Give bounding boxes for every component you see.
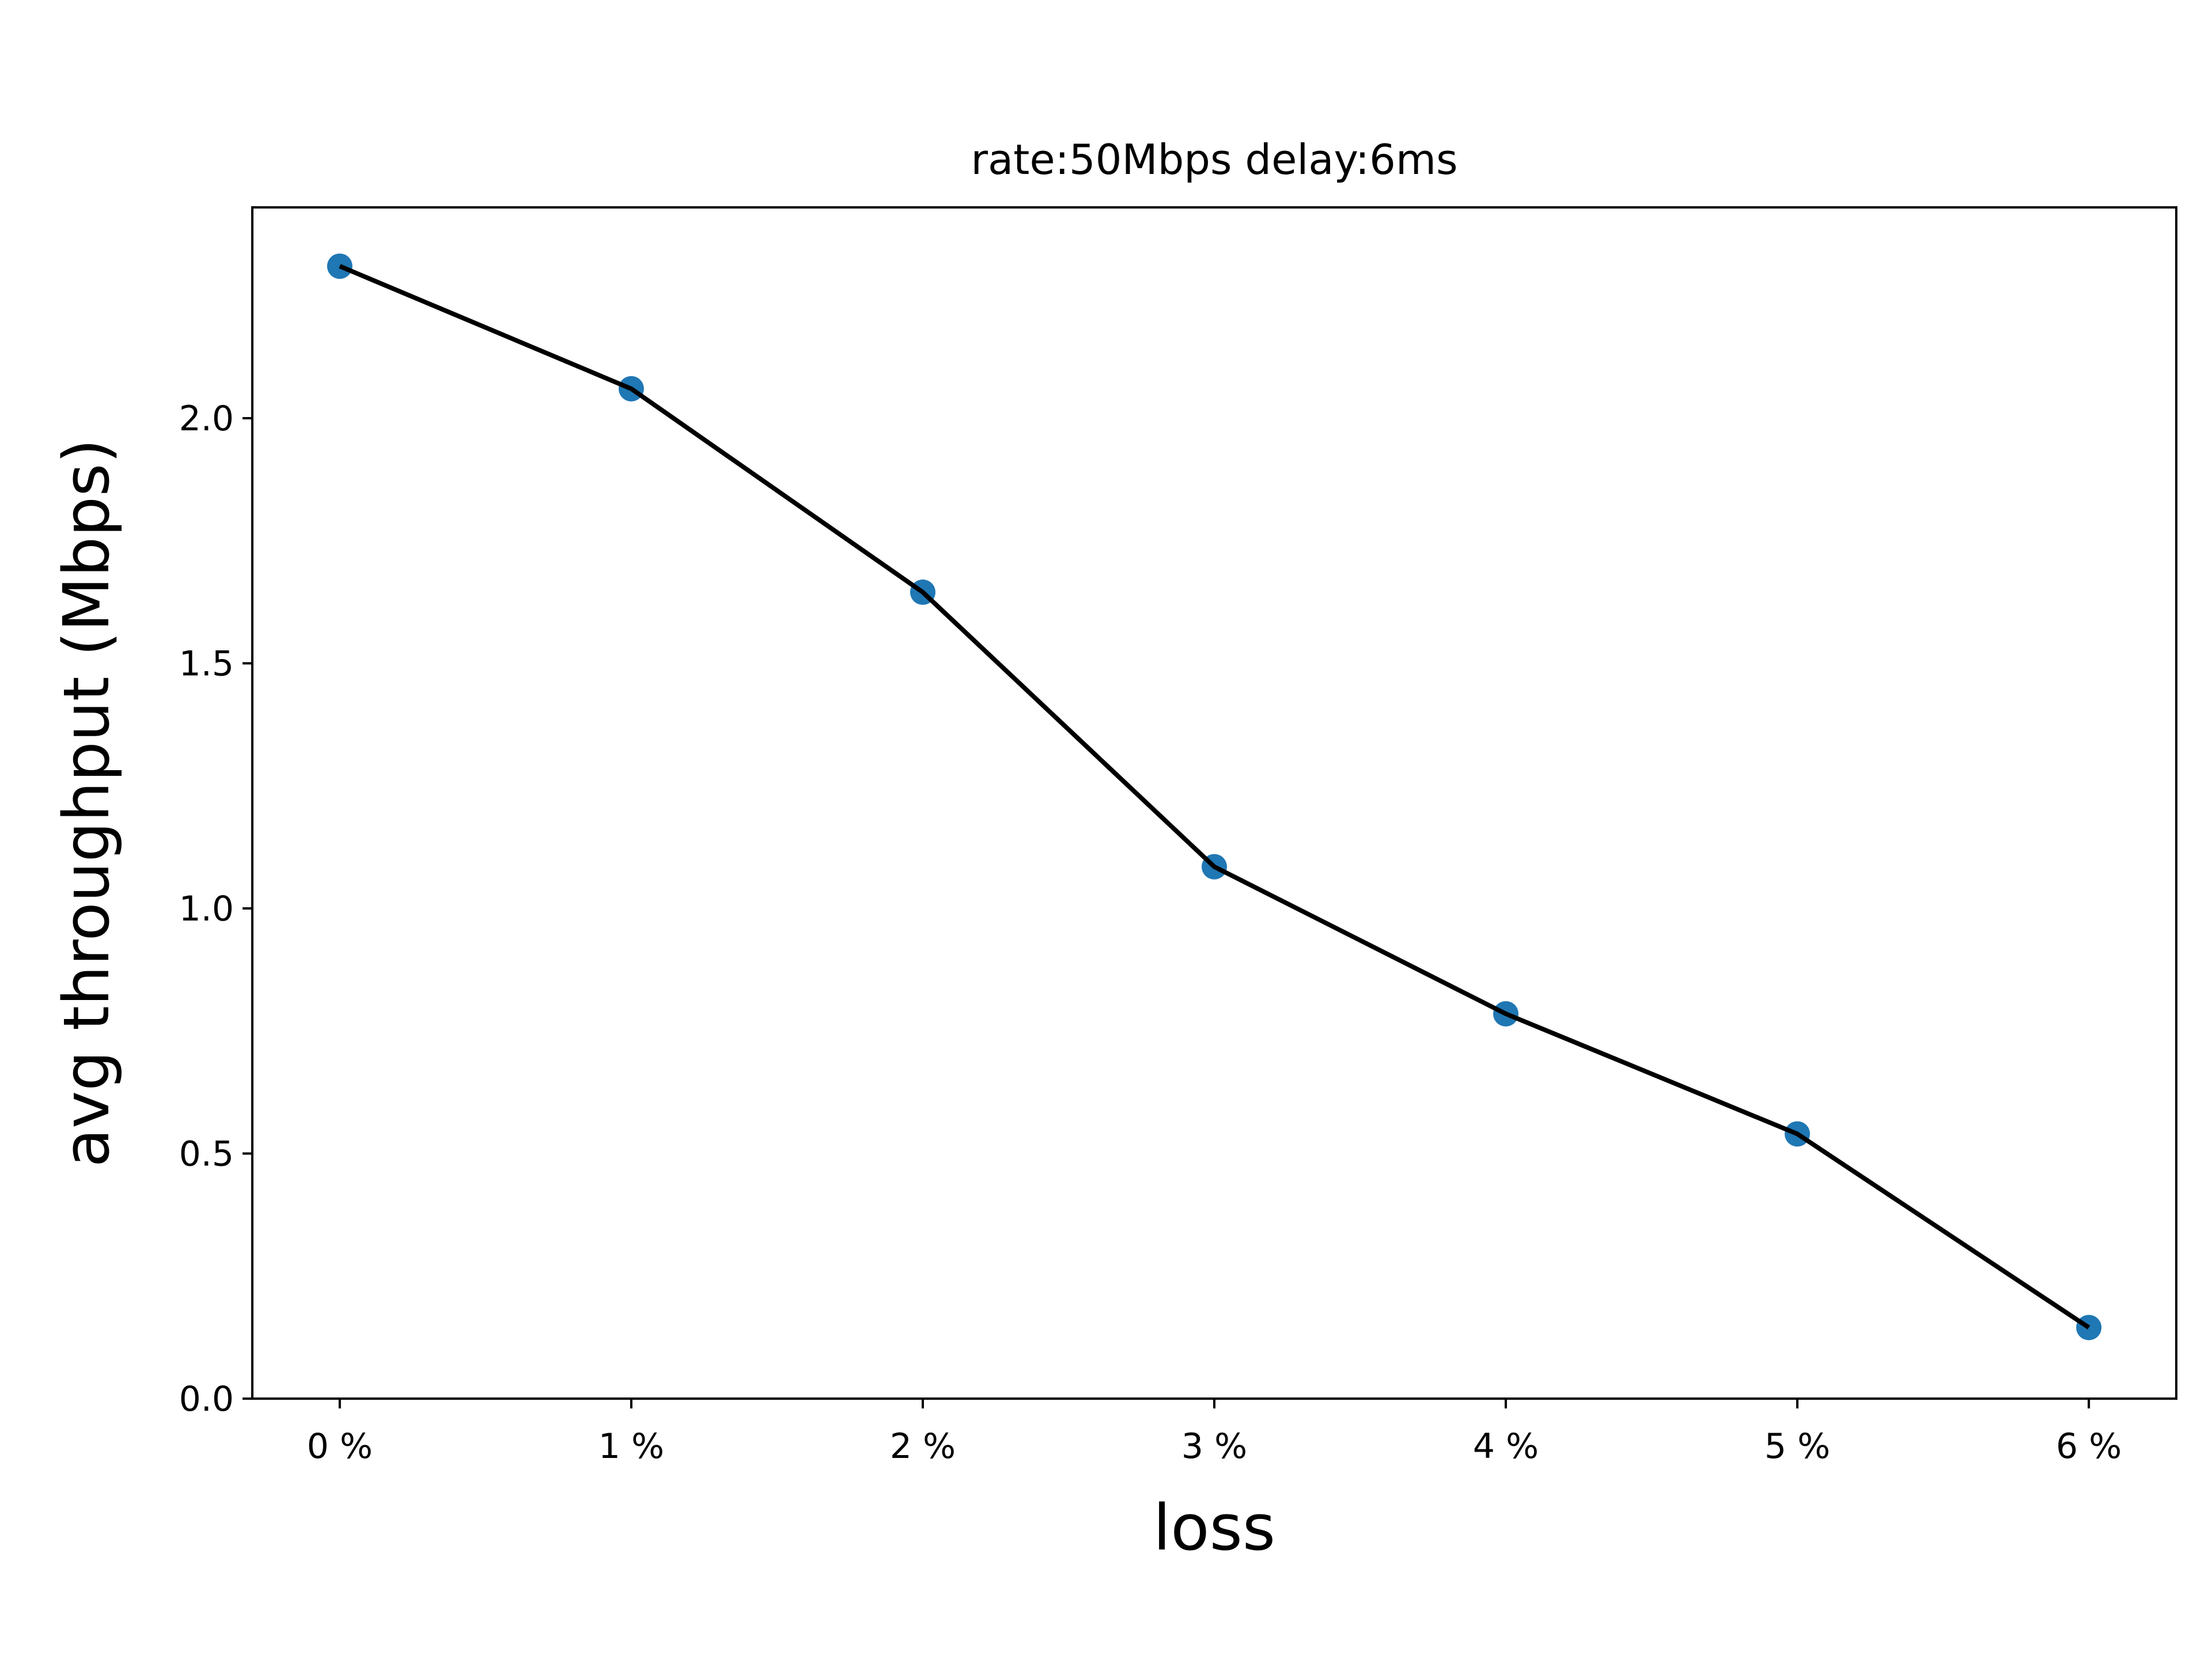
plot-area bbox=[327, 253, 2102, 1340]
y-axis-label: avg throughput (Mbps) bbox=[50, 439, 123, 1168]
chart-title: rate:50Mbps delay:6ms bbox=[971, 135, 1457, 184]
x-tick-label: 3 % bbox=[1181, 1426, 1247, 1467]
y-tick-label: 1.5 bbox=[179, 643, 234, 684]
y-tick-label: 0.0 bbox=[179, 1379, 234, 1419]
x-tick-label: 2 % bbox=[890, 1426, 956, 1467]
x-tick-label: 4 % bbox=[1473, 1426, 1539, 1467]
x-axis-label: loss bbox=[1153, 1491, 1275, 1565]
y-tick-label: 0.5 bbox=[179, 1134, 234, 1174]
y-tick-label: 1.0 bbox=[179, 889, 234, 929]
x-tick-label: 0 % bbox=[307, 1426, 373, 1467]
x-axis-ticks: 0 % 1 % 2 % 3 % 4 % 5 % 6 % bbox=[307, 1399, 2122, 1467]
y-axis-ticks: 0.0 0.5 1.0 1.5 2.0 bbox=[179, 399, 252, 1419]
x-tick-label: 1 % bbox=[599, 1426, 664, 1467]
plot-frame bbox=[251, 206, 2177, 1400]
x-tick-label: 6 % bbox=[2056, 1426, 2122, 1467]
series-line bbox=[339, 264, 2090, 1330]
x-tick-label: 5 % bbox=[1764, 1426, 1830, 1467]
y-tick-label: 2.0 bbox=[179, 399, 234, 439]
